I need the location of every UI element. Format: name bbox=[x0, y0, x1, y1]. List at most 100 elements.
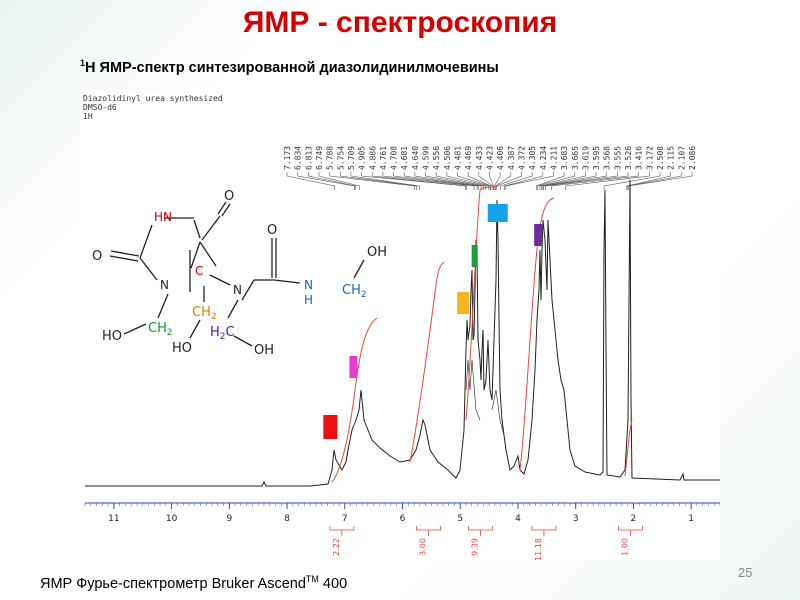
integral-value: 2.22 bbox=[332, 538, 341, 556]
peak-label: 4.433 bbox=[475, 146, 484, 170]
footer-trademark: TM bbox=[305, 574, 319, 584]
peak-label: 2.508 bbox=[656, 146, 665, 170]
peak-label: 4.506 bbox=[443, 146, 452, 170]
x-axis-tick-label: 7 bbox=[342, 514, 348, 524]
peak-label: 3.555 bbox=[613, 146, 622, 170]
peak-assignment-marker bbox=[323, 415, 338, 439]
peak-connector bbox=[361, 172, 467, 190]
peak-connector bbox=[603, 172, 661, 190]
spectrum-trace bbox=[85, 179, 720, 487]
peak-connector bbox=[286, 172, 336, 190]
peak-label: 2.086 bbox=[688, 146, 697, 170]
peak-label: 4.387 bbox=[507, 146, 516, 170]
peak-label: 4.556 bbox=[432, 146, 441, 170]
peak-label: 5.788 bbox=[326, 146, 335, 170]
footer-suffix: 400 bbox=[318, 575, 348, 592]
ho-orange-label: HO bbox=[172, 341, 192, 356]
peak-label: 4.905 bbox=[358, 146, 367, 170]
integral-bracket bbox=[416, 526, 441, 536]
molecular-structure: HN O O O N C N N H CH2 OH HO CH2 CH2 HO … bbox=[92, 189, 387, 358]
peak-label: 6.834 bbox=[294, 146, 303, 170]
peak-connector bbox=[371, 172, 468, 190]
peak-label: 4.234 bbox=[539, 146, 548, 170]
peak-assignment-marker bbox=[457, 292, 470, 314]
integral-curve-2 bbox=[409, 261, 445, 463]
x-axis-tick-labels: 11 10 9 8 7 6 5 4 3 2 1 bbox=[108, 503, 694, 524]
ho-left-label: HO bbox=[102, 329, 122, 344]
peak-label: 4.469 bbox=[464, 146, 473, 170]
peak-label: 3.172 bbox=[645, 146, 654, 170]
nmr-spectrum: 7.173 6.834 6.813 6.749 5.788 5.754 5.709 4.905… bbox=[84, 146, 720, 560]
peak-label: 4.886 bbox=[368, 146, 377, 170]
x-axis-tick-label: 4 bbox=[515, 514, 521, 524]
ch2-green-label: CH2 bbox=[148, 321, 173, 338]
peak-connector bbox=[467, 172, 492, 190]
peak-connector bbox=[329, 172, 416, 190]
peak-connector bbox=[339, 172, 418, 190]
peak-label: 4.599 bbox=[422, 146, 431, 170]
peak-connector bbox=[382, 172, 475, 190]
peak-connector bbox=[446, 172, 490, 190]
peak-connector bbox=[542, 172, 608, 190]
peak-connector bbox=[308, 172, 356, 190]
integral-bracket bbox=[531, 526, 557, 536]
peak-label: 3.665 bbox=[571, 146, 580, 170]
x-axis-tick-label: 10 bbox=[166, 514, 178, 524]
spectrum-header-line3: 1H bbox=[83, 112, 93, 121]
subtitle-superscript: 1 bbox=[80, 58, 86, 68]
amide-nitrogen-label: N bbox=[304, 278, 313, 292]
peak-connector bbox=[478, 172, 494, 190]
peak-label: 4.708 bbox=[390, 146, 399, 170]
integral-curve-1 bbox=[331, 317, 378, 483]
peak-label: 7.173 bbox=[283, 146, 292, 170]
x-axis-tick-label: 1 bbox=[688, 514, 694, 524]
peak-marker-group bbox=[323, 204, 543, 439]
peak-connector bbox=[536, 172, 576, 190]
integral-value: 9.39 bbox=[470, 538, 479, 556]
peak-label: 6.813 bbox=[304, 146, 313, 170]
integral-value: 1.00 bbox=[621, 538, 630, 556]
peak-connector bbox=[489, 172, 494, 190]
peak-assignment-marker bbox=[471, 245, 478, 267]
peak-connector bbox=[457, 172, 491, 190]
peak-assignment-marker bbox=[349, 356, 358, 378]
peak-label: 3.683 bbox=[560, 146, 569, 170]
integral-bracket bbox=[468, 526, 493, 536]
x-axis-tick-label: 8 bbox=[284, 514, 290, 524]
x-axis-tick-label: 11 bbox=[108, 514, 119, 524]
peak-assignment-marker bbox=[487, 204, 508, 222]
ch2-orange-label: CH2 bbox=[192, 305, 217, 322]
subtitle-text: Н ЯМР-спектр синтезированной диазолидини… bbox=[85, 59, 499, 76]
oh-top-label: OH bbox=[367, 245, 387, 260]
peak-label: 4.640 bbox=[411, 146, 420, 170]
peak-connector bbox=[565, 172, 650, 190]
peak-label: 4.211 bbox=[549, 146, 558, 170]
peak-connector bbox=[297, 172, 355, 190]
peak-label: 5.754 bbox=[336, 146, 345, 170]
peak-connector bbox=[545, 172, 629, 190]
peak-label: 4.423 bbox=[486, 146, 495, 170]
peak-label: 3.416 bbox=[635, 146, 644, 170]
integral-bracket bbox=[329, 526, 355, 536]
peak-label: 5.709 bbox=[347, 146, 356, 170]
nmr-spectrum-panel: Diazolidinyl urea synthesized DMSO-d6 1H… bbox=[80, 90, 720, 560]
peak-connector bbox=[318, 172, 360, 190]
integral-bracket bbox=[618, 526, 643, 536]
peak-connector bbox=[539, 172, 586, 190]
peak-connector bbox=[495, 172, 512, 190]
integral-bracket-group: 2.22 3.00 9.39 11.18 1.00 bbox=[329, 526, 643, 560]
ch2-right-label: CH2 bbox=[342, 283, 367, 300]
slide-footer: ЯМР Фурье-спектрометр Bruker AscendTM 40… bbox=[40, 574, 347, 592]
chain-nitrogen-label: N bbox=[233, 283, 242, 297]
ring-nitrogen-label: N bbox=[160, 278, 169, 292]
integral-curve-5 bbox=[624, 419, 633, 477]
peak-connector bbox=[626, 172, 671, 190]
peak-label: 3.619 bbox=[581, 146, 590, 170]
structure-bonds bbox=[109, 201, 365, 347]
center-carbon-label: C bbox=[195, 264, 203, 278]
peak-label: 3.526 bbox=[624, 146, 633, 170]
x-axis-tick-label: 9 bbox=[226, 514, 232, 524]
slide-subtitle: 1Н ЯМР-спектр синтезированной диазолидин… bbox=[80, 58, 499, 76]
peak-label-group: 7.173 6.834 6.813 6.749 5.788 5.754 5.709 4.905… bbox=[283, 146, 697, 170]
peak-label: 3.568 bbox=[603, 146, 612, 170]
